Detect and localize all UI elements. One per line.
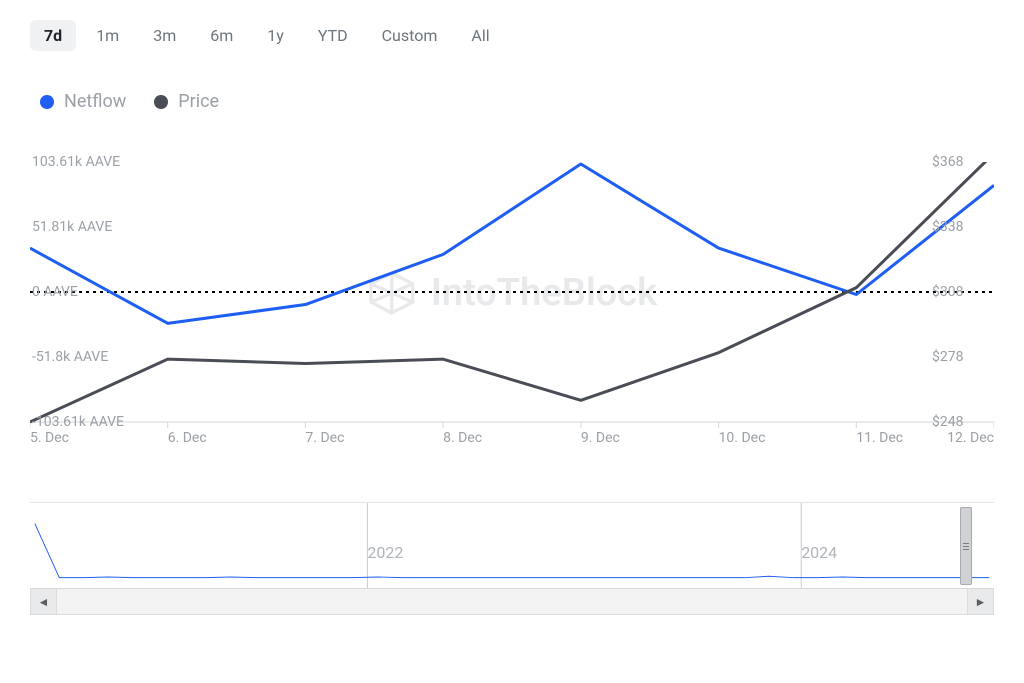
x-tick: 12. Dec — [947, 430, 994, 446]
navigator-chart[interactable]: 2022 2024 — [30, 503, 994, 589]
legend-label: Netflow — [64, 91, 126, 112]
range-tab-3m[interactable]: 3m — [139, 20, 190, 51]
range-tab-bar: 7d1m3m6m1yYTDCustomAll — [30, 20, 994, 51]
x-tick: 10. Dec — [719, 430, 766, 446]
chart-container: 7d1m3m6m1yYTDCustomAll Netflow Price Into… — [0, 0, 1024, 683]
x-axis: 5. Dec 6. Dec 7. Dec 8. Dec 9. Dec 10. Dec 11.… — [30, 430, 994, 452]
x-tick: 8. Dec — [443, 430, 482, 446]
legend-label: Price — [178, 91, 219, 112]
navigator-series — [35, 524, 989, 578]
chart-legend: Netflow Price — [30, 91, 994, 112]
legend-item-price[interactable]: Price — [154, 91, 219, 112]
navigator-year-label: 2022 — [367, 543, 403, 562]
main-chart: IntoTheBlock 103.61k AAVE51.81k AAVE0 AA… — [30, 162, 994, 452]
range-tab-ytd[interactable]: YTD — [304, 20, 362, 51]
x-tick: 9. Dec — [581, 430, 620, 446]
series-netflow — [30, 164, 994, 323]
navigator-handle[interactable] — [960, 507, 972, 585]
x-tick: 5. Dec — [30, 430, 69, 446]
legend-dot-icon — [154, 95, 168, 109]
x-tick: 7. Dec — [305, 430, 344, 446]
time-navigator: 2022 2024 ◄ ► — [30, 502, 994, 614]
range-tab-1m[interactable]: 1m — [82, 20, 133, 51]
range-tab-1y[interactable]: 1y — [253, 20, 298, 51]
range-tab-custom[interactable]: Custom — [368, 20, 452, 51]
navigator-scrollbar: ◄ ► — [30, 589, 994, 615]
range-tab-all[interactable]: All — [457, 20, 503, 51]
range-tab-7d[interactable]: 7d — [30, 20, 76, 51]
series-price — [30, 162, 994, 422]
x-tick: 6. Dec — [168, 430, 207, 446]
scroll-track[interactable] — [57, 589, 967, 614]
range-tab-6m[interactable]: 6m — [196, 20, 247, 51]
legend-item-netflow[interactable]: Netflow — [40, 91, 126, 112]
legend-dot-icon — [40, 95, 54, 109]
scroll-right-button[interactable]: ► — [967, 589, 993, 614]
navigator-year-label: 2024 — [801, 543, 837, 562]
x-tick: 11. Dec — [856, 430, 903, 446]
scroll-left-button[interactable]: ◄ — [31, 589, 57, 614]
